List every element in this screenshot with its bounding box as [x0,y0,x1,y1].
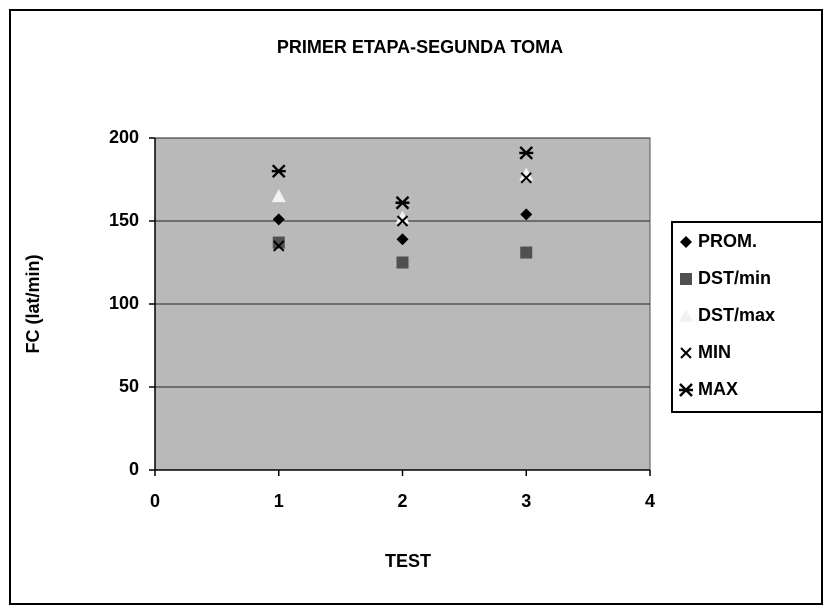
point [271,164,286,179]
point [520,208,533,221]
y-tick-label: 0 [129,459,139,479]
point [519,167,534,181]
point [272,236,285,249]
point [273,240,285,252]
legend-label: PROM. [698,231,757,251]
point [395,210,410,224]
legend-marker [680,347,692,359]
x-tick-label: 3 [521,491,531,511]
chart-title: PRIMER ETAPA-SEGUNDA TOMA [277,37,563,57]
point [272,213,285,226]
legend-label: MAX [698,379,738,399]
legend-marker [680,236,692,248]
point [271,189,286,203]
legend-label: MIN [698,342,731,362]
y-tick-label: 150 [109,210,139,230]
x-tick-label: 4 [645,491,655,511]
y-axis-label: FC (lat/min) [23,255,43,354]
point [396,215,409,227]
legend-label: DST/min [698,268,771,288]
x-axis-label: TEST [385,551,431,571]
point [520,246,533,259]
y-tick-label: 50 [119,376,139,396]
legend-marker [679,309,693,322]
legend-marker [680,273,692,285]
point [396,256,409,269]
point [396,233,409,246]
point [519,146,534,160]
x-tick-label: 1 [274,491,284,511]
y-tick-label: 200 [109,127,139,147]
x-tick-label: 2 [397,491,407,511]
legend-box [671,221,823,413]
x-tick-label: 0 [150,491,160,511]
point [395,195,410,210]
legend-marker [679,383,693,397]
legend-label: DST/max [698,305,775,325]
y-tick-label: 100 [109,293,139,313]
point [520,172,532,184]
